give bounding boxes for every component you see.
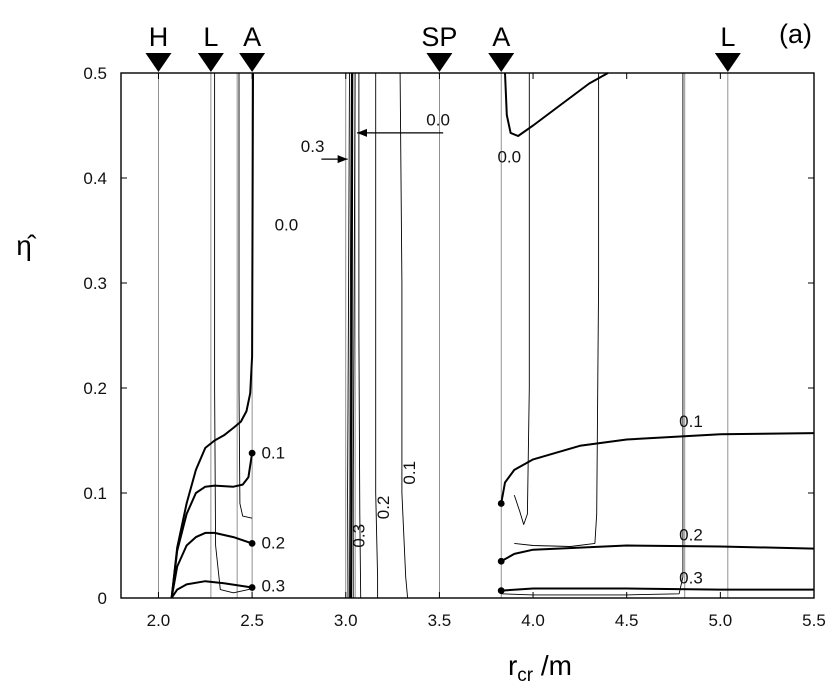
curve-0-0 xyxy=(504,72,609,137)
curve-0-2 xyxy=(170,531,253,599)
x-axis-title-suffix: /m xyxy=(533,650,572,681)
curve-label: 0.2 xyxy=(374,496,393,520)
curve-0-1 xyxy=(500,432,815,504)
marker-triangle xyxy=(488,53,515,72)
curve-thin xyxy=(501,73,684,596)
marker-label: L xyxy=(720,22,735,52)
arrow-head xyxy=(356,128,367,137)
curve-label: 0.0 xyxy=(275,216,299,235)
x-tick-label: 4.0 xyxy=(521,611,545,630)
x-tick-label: 4.5 xyxy=(615,611,639,630)
curve-end-dot xyxy=(248,584,256,591)
curve-label: 0.2 xyxy=(679,525,703,544)
panel-label: (a) xyxy=(779,19,812,49)
curve-0-3 xyxy=(170,580,253,599)
curve-label: 0.3 xyxy=(261,577,285,596)
curve-thin xyxy=(513,73,530,525)
curve-thin xyxy=(399,72,409,599)
top-markers: H L A SP A L xyxy=(145,22,741,72)
curve-label: 0.3 xyxy=(679,568,703,587)
y-tick-label: 0.3 xyxy=(83,274,107,293)
curve-0-1 xyxy=(170,452,254,599)
curve-labels: 0.0 0.1 0.2 0.3 0.3 0.0 0.0 0.3 0.2 0.1 0.1 0.2 0.3 xyxy=(261,111,702,596)
marker-label: SP xyxy=(421,22,457,52)
x-tick-label: 2.0 xyxy=(147,611,171,630)
curve-thin xyxy=(347,72,350,599)
axis-ticks: 2.0 2.5 3.0 3.5 4.0 4.5 5.0 5.5 0 0.1 0.2 0.3 0.4 0.5 xyxy=(83,64,825,630)
curve-label: 0.1 xyxy=(679,412,703,431)
x-tick-label: 5.0 xyxy=(709,611,733,630)
curve-end-dots xyxy=(248,449,505,595)
y-tick-label: 0.5 xyxy=(83,64,107,83)
marker-triangle xyxy=(239,53,266,72)
arrow-head xyxy=(337,155,348,164)
curve-thin xyxy=(375,73,379,598)
x-tick-label: 2.5 xyxy=(240,611,264,630)
curve-thin xyxy=(349,72,352,599)
y-tick-label: 0.4 xyxy=(83,169,107,188)
curve-thin xyxy=(214,73,253,594)
curve-end-dot xyxy=(248,449,256,457)
curve-thin xyxy=(350,72,354,599)
curves xyxy=(170,72,815,599)
curve-0-0 xyxy=(170,72,254,599)
curve-label: 0.3 xyxy=(349,524,368,548)
marker-triangle xyxy=(426,53,453,72)
y-tick-label: 0 xyxy=(98,589,107,608)
curve-label: 0.0 xyxy=(497,147,521,166)
y-tick-label: 0.1 xyxy=(83,484,107,503)
curve-label: 0.3 xyxy=(301,137,325,156)
marker-triangle xyxy=(714,53,741,72)
curve-label: 0.2 xyxy=(261,534,285,553)
x-tick-label: 3.5 xyxy=(428,611,452,630)
curve-label: 0.1 xyxy=(261,443,285,462)
curve-end-dot xyxy=(497,587,505,595)
plot-frame xyxy=(120,72,815,599)
curve-end-dot xyxy=(248,540,256,547)
curve-thin xyxy=(238,73,253,519)
annotation-arrows xyxy=(321,128,444,164)
marker-label: A xyxy=(492,22,510,52)
marker-label: H xyxy=(149,22,169,52)
marker-label: L xyxy=(203,22,218,52)
curve-0-2 xyxy=(500,544,815,563)
x-tick-label: 5.5 xyxy=(802,611,826,630)
y-axis-title: η̂ xyxy=(16,230,37,261)
x-axis-title-main: r xyxy=(508,650,517,681)
x-axis-title: rcr /m xyxy=(508,650,572,686)
curve-thin xyxy=(358,73,362,599)
marker-label: A xyxy=(243,22,261,52)
x-axis-title-sub: cr xyxy=(517,665,534,686)
x-tick-label: 3.0 xyxy=(334,611,358,630)
curve-thin xyxy=(352,72,356,598)
marker-triangle xyxy=(145,53,172,72)
vertical-guide-lines xyxy=(158,73,729,598)
marker-triangle xyxy=(197,53,224,72)
y-tick-label: 0.2 xyxy=(83,379,107,398)
curve-label: 0.1 xyxy=(400,461,419,485)
curve-label: 0.0 xyxy=(426,111,450,130)
curve-end-dot xyxy=(497,500,505,507)
curve-0-3 xyxy=(501,587,814,592)
curve-thin xyxy=(514,73,600,547)
curve-end-dot xyxy=(497,557,505,565)
